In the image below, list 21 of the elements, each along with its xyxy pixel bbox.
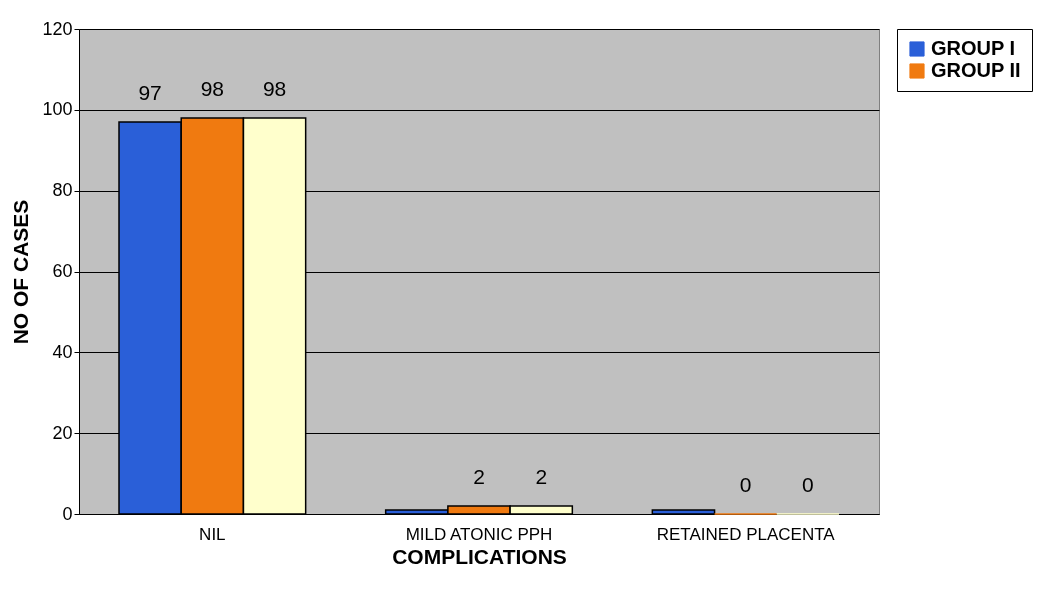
y-tick-label: 100 xyxy=(42,99,73,120)
x-tick-label: NIL xyxy=(199,524,226,544)
data-label: 98 xyxy=(200,76,225,100)
data-label: 0 xyxy=(739,473,752,496)
x-axis-title: COMPLICATIONS xyxy=(392,544,567,568)
y-tick-label: 20 xyxy=(52,422,73,443)
legend-label: GROUP II xyxy=(931,59,1021,81)
y-tick-label: 40 xyxy=(52,341,73,362)
legend-label: GROUP I xyxy=(931,37,1016,59)
data-label: 2 xyxy=(473,464,485,488)
y-tick-label: 80 xyxy=(52,180,73,201)
x-tick-label: MILD ATONIC PPH xyxy=(405,524,553,544)
data-label: 0 xyxy=(802,473,814,496)
y-tick-label: 120 xyxy=(42,18,73,39)
x-tick-label: RETAINED PLACENTA xyxy=(656,524,836,544)
data-label: 98 xyxy=(262,76,287,100)
data-label: 2 xyxy=(535,464,548,488)
data-label: 97 xyxy=(138,80,162,104)
y-axis-title: NO OF CASES xyxy=(9,199,33,345)
y-tick-label: 0 xyxy=(62,503,73,524)
y-tick-label: 60 xyxy=(52,261,73,281)
